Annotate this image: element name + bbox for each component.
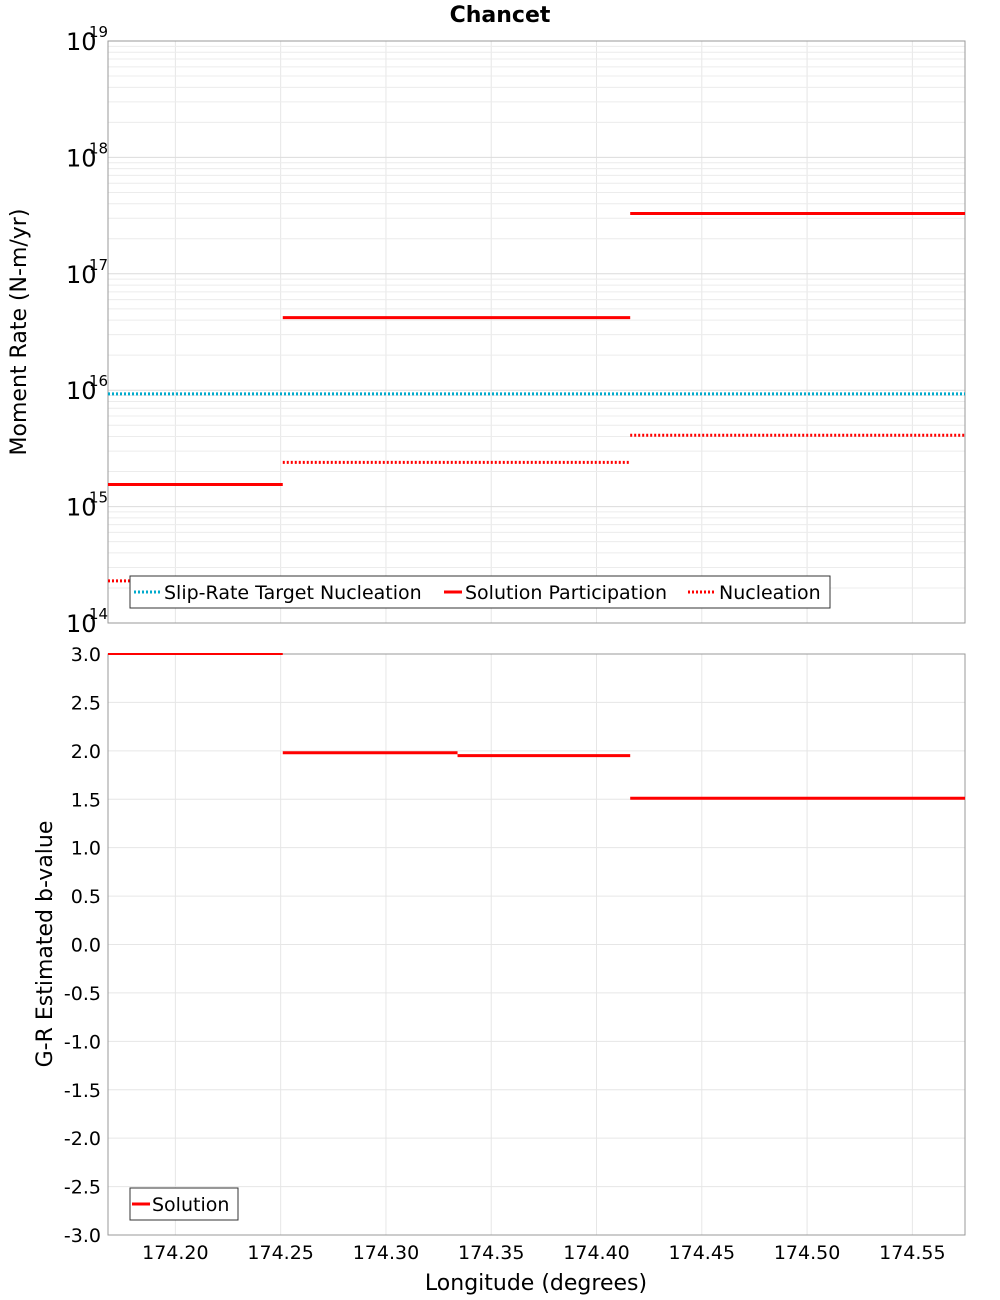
b-value-grid — [108, 653, 965, 1236]
y-tick-base: 10 — [66, 261, 97, 289]
x-tick-label: 174.55 — [879, 1242, 945, 1264]
b-value-series — [108, 653, 965, 800]
x-tick-label: 174.30 — [353, 1242, 419, 1264]
moment-rate-legend: Slip-Rate Target Nucleation Solution Par… — [129, 575, 831, 609]
b-value-y-tick-label: -1.5 — [64, 1080, 101, 1102]
b-value-y-axis-label: G-R Estimated b-value — [33, 821, 58, 1068]
b-value-x-ticks: 174.20 174.25 174.30 174.35 174.40 174.45 174.… — [142, 1242, 945, 1264]
x-tick-label: 174.20 — [142, 1242, 208, 1264]
b-value-y-tick-label: -1.0 — [64, 1031, 101, 1053]
y-tick-base: 10 — [66, 28, 97, 56]
b-value-y-tick-label: 2.0 — [71, 741, 101, 763]
b-value-legend: Solution — [129, 1187, 239, 1221]
b-value-y-tick-label: 2.5 — [71, 692, 101, 714]
x-tick-label: 174.40 — [563, 1242, 629, 1264]
b-value-y-tick-label: -0.5 — [64, 983, 101, 1005]
b-value-y-tick-label: -3.0 — [64, 1225, 101, 1247]
y-tick-exponent: 15 — [89, 489, 108, 507]
y-tick-exponent: 19 — [89, 23, 108, 41]
legend-label-solution: Solution — [152, 1194, 229, 1216]
b-value-panel: 3.0 2.5 2.0 1.5 1.0 0.5 0.0 -0.5 -1.0 -1.5 -2.0 -2.… — [33, 644, 966, 1296]
x-tick-label: 174.45 — [669, 1242, 735, 1264]
y-tick-exponent: 14 — [89, 605, 108, 623]
moment-rate-series — [108, 211, 965, 583]
y-tick-base: 10 — [66, 144, 97, 172]
x-tick-label: 174.25 — [247, 1242, 313, 1264]
b-value-y-tick-label: -2.5 — [64, 1177, 101, 1199]
b-value-y-tick-label: 1.5 — [71, 789, 101, 811]
x-tick-label: 174.35 — [458, 1242, 524, 1264]
y-tick-exponent: 18 — [89, 139, 108, 157]
legend-label-nucleation: Nucleation — [719, 582, 821, 604]
b-value-y-ticks: 3.0 2.5 2.0 1.5 1.0 0.5 0.0 -0.5 -1.0 -1.5 -2.0 -2.… — [64, 644, 101, 1247]
b-value-y-tick-label: 1.0 — [71, 838, 101, 860]
y-tick-exponent: 17 — [89, 256, 108, 274]
y-tick-exponent: 16 — [89, 372, 108, 390]
x-axis-label: Longitude (degrees) — [425, 1271, 647, 1296]
b-value-y-tick-label: 0.0 — [71, 935, 101, 957]
b-value-y-tick-label: -2.0 — [64, 1128, 101, 1150]
y-tick-base: 10 — [66, 494, 97, 522]
chart-title: Chancet — [450, 3, 551, 28]
y-tick-base: 10 — [66, 610, 97, 638]
b-value-plot-frame — [107, 653, 966, 1236]
b-value-y-tick-label: 3.0 — [71, 644, 101, 666]
legend-label-slip-rate-target: Slip-Rate Target Nucleation — [164, 582, 422, 604]
moment-rate-y-axis-label: Moment Rate (N-m/yr) — [7, 209, 32, 456]
x-tick-label: 174.50 — [774, 1242, 840, 1264]
moment-rate-plot-frame — [107, 40, 966, 624]
legend-label-solution-participation: Solution Participation — [465, 582, 667, 604]
y-tick-base: 10 — [66, 377, 97, 405]
b-value-y-tick-label: 0.5 — [71, 886, 101, 908]
moment-rate-grid — [108, 41, 965, 624]
